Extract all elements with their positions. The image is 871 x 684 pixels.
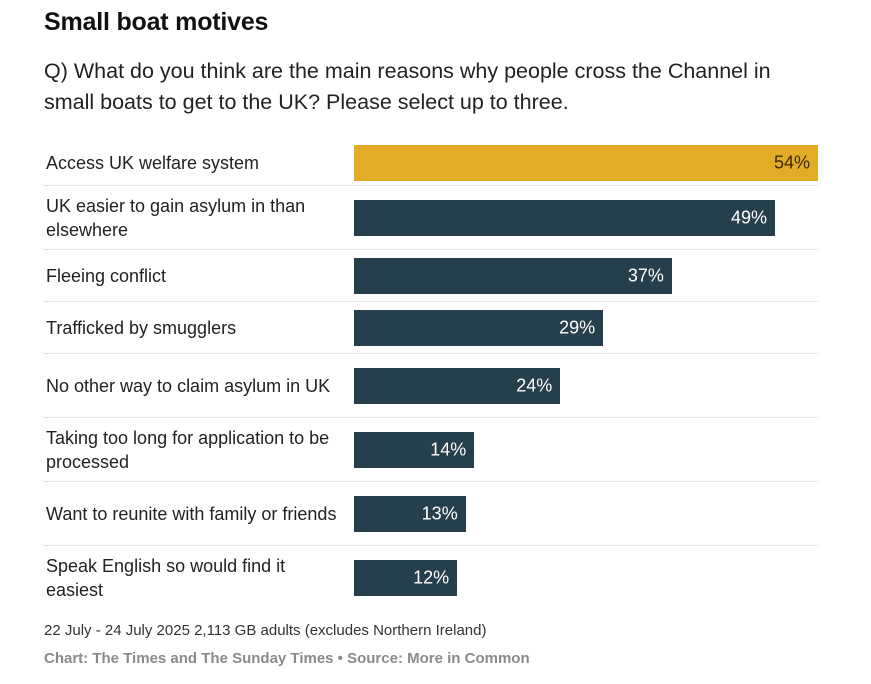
bar-track: 12% [354,546,818,609]
bar-value-label: 12% [413,567,450,587]
bar: 24% [354,367,561,404]
bar-row: Trafficked by smugglers 29% [44,302,818,354]
bar-row: UK easier to gain asylum in than elsewhe… [44,186,818,250]
bar-value-label: 13% [421,503,458,523]
bar-value-label: 14% [430,439,467,459]
bar: 13% [354,495,466,532]
bar: 12% [354,559,458,596]
bar-row: No other way to claim asylum in UK 24% [44,354,818,418]
category-label: Want to reunite with family or friends [46,503,337,524]
bar: 54% [354,144,818,181]
category-label: Speak English so would find it easiest [46,555,286,600]
chart-title: Small boat motives [44,8,269,36]
chart-note: 22 July - 24 July 2025 2,113 GB adults (… [44,622,487,639]
bar: 29% [354,309,604,346]
bar-track: 54% [354,140,818,185]
bar-track: 14% [354,418,818,481]
chart-subtitle: Q) What do you think are the main reason… [44,59,771,114]
bar-value-label: 29% [559,317,596,337]
category-label: Access UK welfare system [46,152,260,173]
category-label: Taking too long for application to be pr… [46,427,330,472]
bar-track: 37% [354,250,818,301]
bar-track: 24% [354,354,818,417]
bar-track: 49% [354,186,818,249]
bar: 14% [354,431,475,468]
category-label: UK easier to gain asylum in than elsewhe… [46,195,306,240]
category-label: No other way to claim asylum in UK [46,375,331,396]
category-label: Trafficked by smugglers [46,317,237,338]
bar: 49% [354,199,776,236]
bar-row: Fleeing conflict 37% [44,250,818,302]
bar-value-label: 24% [516,375,553,395]
bar-chart: Access UK welfare system 54% UK easier to … [44,140,818,609]
bar: 37% [354,257,672,294]
bar-track: 13% [354,482,818,545]
bar-value-label: 37% [627,265,664,285]
category-label: Fleeing conflict [46,265,167,286]
bar-track: 29% [354,302,818,353]
bar-value-label: 54% [773,152,810,172]
bar-value-label: 49% [731,207,768,227]
chart-source: Chart: The Times and The Sunday Times • … [44,650,530,667]
bar-row: Taking too long for application to be pr… [44,418,818,482]
bar-row: Want to reunite with family or friends 13… [44,482,818,546]
bar-row: Speak English so would find it easiest 12… [44,546,818,609]
bar-row: Access UK welfare system 54% [44,140,818,186]
